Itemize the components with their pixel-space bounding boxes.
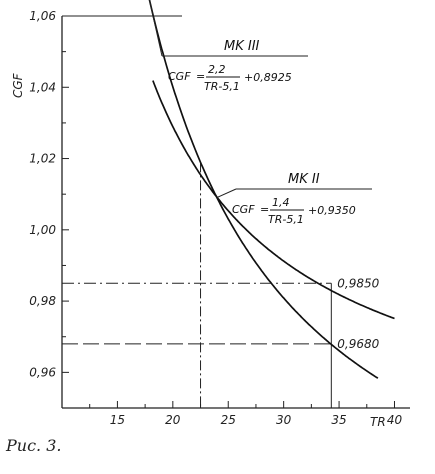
x-tick-label: 25 <box>221 413 236 427</box>
formula-lhs: CGF <box>232 203 255 216</box>
y-axis-label: CGF <box>11 72 25 98</box>
series-name-mk2: MK II <box>288 172 320 187</box>
x-tick-label: 30 <box>276 413 292 427</box>
y-tick-label: 0,96 <box>29 365 56 379</box>
y-tick-label: 1,06 <box>29 9 56 23</box>
curve-mk-ii <box>152 80 395 320</box>
x-tick-label: 40 <box>387 413 403 427</box>
formula-numerator: 2,2 <box>208 63 226 76</box>
reference-lines: 0,9850 0,9680 <box>62 162 380 408</box>
x-tick-label: 15 <box>110 413 125 427</box>
y-tick-label: 1,00 <box>29 223 56 237</box>
formula-denominator: TR-5,1 <box>268 213 304 226</box>
formula-tail: +0,9350 <box>308 204 356 217</box>
series-name-mk3: MK III <box>224 39 260 54</box>
formula-denominator: TR-5,1 <box>204 80 240 93</box>
formula-mk2: MK II CGF =1,4 TR-5,1 +0,9350 <box>216 172 372 226</box>
series-leader <box>216 188 237 198</box>
chart-ticks: 0,96 0,98 1,00 1,02 1,04 1,06 15 20 25 30 35 40 <box>29 9 402 427</box>
formula-lhs: CGF <box>168 70 191 83</box>
chart-axes: CGF TR <box>11 15 410 429</box>
formula-tail: +0,8925 <box>244 71 292 84</box>
series-leader <box>148 0 163 57</box>
formula-numerator: 1,4 <box>272 196 290 209</box>
x-tick-label: 20 <box>165 413 181 427</box>
figure-caption: Рис. 3. <box>6 436 62 455</box>
y-tick-label: 0,98 <box>29 294 56 308</box>
x-tick-label: 35 <box>331 413 346 427</box>
formula-mk3: MK III CGF =2,2 TR-5,1 +0,8925 <box>148 0 308 93</box>
y-tick-label: 1,02 <box>29 152 56 166</box>
reference-value-label: 0,9850 <box>337 276 379 290</box>
y-tick-label: 1,04 <box>29 80 56 94</box>
formula-eq: = <box>196 70 205 83</box>
formula-eq: = <box>260 203 269 216</box>
curve-mk-iii <box>148 0 379 379</box>
x-axis-label: TR <box>370 415 386 429</box>
reference-value-label: 0,9680 <box>337 337 379 351</box>
chart-curves <box>148 0 395 379</box>
